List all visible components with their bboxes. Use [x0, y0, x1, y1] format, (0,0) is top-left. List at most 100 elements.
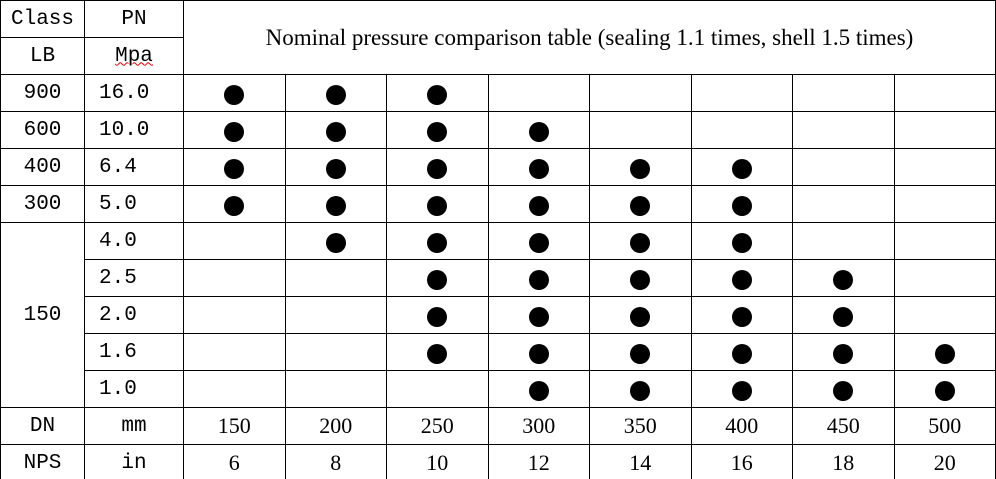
dot-cell	[792, 222, 895, 260]
dot-cell	[893, 370, 996, 408]
dot	[630, 195, 651, 216]
mpa-text: Mpa	[115, 44, 153, 68]
dot	[833, 269, 854, 290]
dot	[325, 232, 346, 253]
dot	[427, 84, 448, 105]
dot-cell	[589, 333, 692, 371]
footer-label: NPS	[0, 444, 85, 479]
pn-cell: 2.0	[84, 296, 184, 334]
footer-row: NPS in 6 8 10 12 14 16 18 20	[0, 444, 996, 479]
dot-cell	[589, 111, 692, 149]
footer-row: DN mm 150 200 250 300 350 400 450 500	[0, 407, 996, 445]
dot-cell	[792, 111, 895, 149]
class-cell: 600	[0, 111, 85, 149]
size-cell: 8	[284, 444, 387, 479]
dot-cell	[183, 259, 286, 297]
dot-cell	[690, 111, 793, 149]
dot	[427, 343, 448, 364]
class-cell: 900	[0, 74, 85, 112]
dot-cell	[487, 185, 590, 223]
dot-cell	[792, 148, 895, 186]
size-cell: 18	[792, 444, 895, 479]
dot	[731, 232, 752, 253]
data-row: 400 6.4	[0, 148, 996, 186]
dot-cell	[893, 222, 996, 260]
dot-cell	[792, 333, 895, 371]
dot	[224, 158, 245, 179]
dot	[325, 84, 346, 105]
dot-cell	[183, 185, 286, 223]
size-cell: 16	[690, 444, 793, 479]
pn-cell: 2.5	[84, 259, 184, 297]
dot	[731, 195, 752, 216]
data-row: 300 5.0	[0, 185, 996, 223]
dot-cell	[284, 259, 387, 297]
dot	[630, 343, 651, 364]
dot	[224, 195, 245, 216]
footer-unit: in	[84, 444, 184, 479]
size-cell: 500	[893, 407, 996, 445]
dot-cell	[792, 259, 895, 297]
size-cell: 6	[183, 444, 286, 479]
dot-cell	[893, 185, 996, 223]
dot-cell	[690, 333, 793, 371]
dot-cell	[690, 370, 793, 408]
dot	[427, 269, 448, 290]
dot-cell	[284, 296, 387, 334]
dot-cell	[487, 222, 590, 260]
size-cell: 150	[183, 407, 286, 445]
dot-cell	[487, 259, 590, 297]
header-row: LB Mpa	[0, 37, 996, 75]
dot-cell	[183, 74, 286, 112]
dot-cell	[386, 185, 489, 223]
dot-cell	[487, 111, 590, 149]
dot-cell	[284, 333, 387, 371]
dot-cell	[183, 111, 286, 149]
lb-header: LB	[0, 37, 85, 75]
dot-cell	[589, 370, 692, 408]
size-cell: 400	[690, 407, 793, 445]
dot-cell	[386, 74, 489, 112]
table-title: Nominal pressure comparison table (seali…	[183, 0, 996, 75]
size-cell: 300	[487, 407, 590, 445]
size-cell: 250	[386, 407, 489, 445]
pn-header: PN	[84, 0, 184, 38]
data-row: 900 16.0	[0, 74, 996, 112]
dot-cell	[284, 185, 387, 223]
dot-cell	[893, 259, 996, 297]
dot	[325, 158, 346, 179]
dot	[528, 380, 549, 401]
data-row: 2.0	[1, 296, 996, 334]
dot	[833, 380, 854, 401]
dot-cell	[792, 296, 895, 334]
dot-cell	[893, 296, 996, 334]
data-row: 600 10.0	[0, 111, 996, 149]
dot-cell	[690, 222, 793, 260]
dot	[325, 121, 346, 142]
class-header: Class	[0, 0, 85, 38]
dot	[528, 195, 549, 216]
dot	[630, 269, 651, 290]
data-row: 1.0	[1, 370, 996, 408]
dot-cell	[589, 185, 692, 223]
size-cell: 10	[386, 444, 489, 479]
dot	[630, 158, 651, 179]
dot-cell	[690, 74, 793, 112]
dot-cell	[487, 296, 590, 334]
pn-cell: 10.0	[84, 111, 184, 149]
dot-cell	[589, 222, 692, 260]
data-row: 150 4.0	[0, 222, 996, 408]
pn-cell: 5.0	[84, 185, 184, 223]
dot-cell	[690, 185, 793, 223]
pn-cell: 6.4	[84, 148, 184, 186]
dot	[427, 121, 448, 142]
dot	[427, 158, 448, 179]
dot	[731, 343, 752, 364]
class-cell: 150	[0, 222, 85, 408]
size-cell: 450	[792, 407, 895, 445]
dot-cell	[183, 370, 286, 408]
size-cell: 12	[487, 444, 590, 479]
dot-cell	[792, 185, 895, 223]
dot-cell	[690, 296, 793, 334]
